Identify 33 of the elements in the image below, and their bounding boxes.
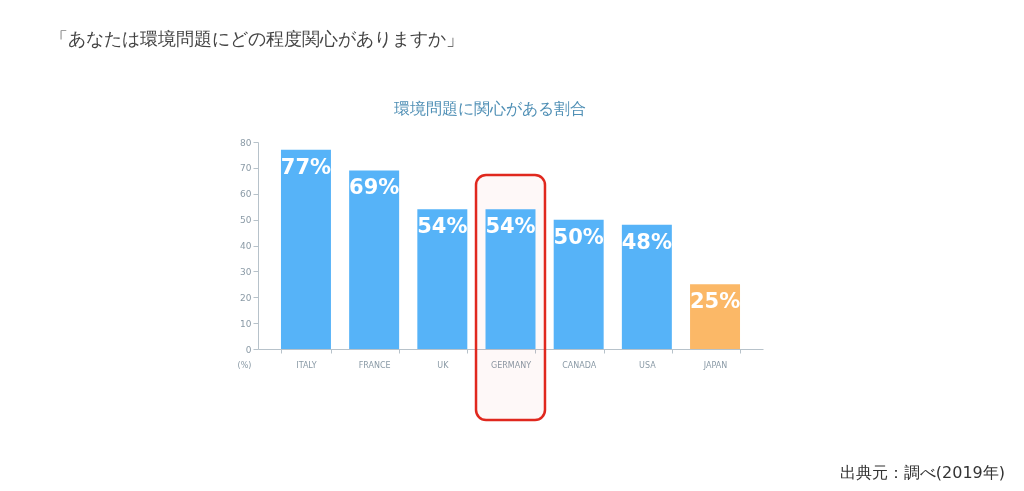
data-label: 48% (621, 229, 672, 254)
x-tick-label: CANADA (562, 360, 597, 370)
y-tick-label: 50 (240, 215, 252, 226)
x-tick-label: GERMANY (490, 360, 532, 370)
x-tick-label: ITALY (296, 360, 317, 370)
data-label: 69% (349, 175, 400, 200)
bar (417, 209, 468, 349)
x-tick-label: UK (437, 360, 450, 370)
bar (485, 209, 536, 349)
x-tick-label: JAPAN (702, 360, 728, 370)
y-tick-label: 30 (240, 266, 252, 277)
data-label: 54% (485, 214, 536, 239)
data-label: 50% (553, 224, 604, 249)
y-tick-label: 70 (240, 163, 252, 174)
y-tick-label: 40 (240, 241, 252, 251)
x-tick-label: FRANCE (358, 360, 391, 370)
y-tick-label: 80 (240, 137, 252, 148)
bar (349, 170, 400, 349)
y-tick-label: 20 (240, 292, 252, 303)
bar (621, 224, 672, 349)
bar (280, 149, 331, 349)
y-tick-label: 0 (245, 344, 252, 355)
y-axis-title: (%) (237, 360, 252, 370)
x-tick-label: USA (639, 360, 657, 370)
data-label: 25% (689, 289, 741, 314)
chart-title: 「あなたは環境問題にどの程度関心がありますか」 (50, 28, 464, 49)
data-label: 77% (280, 154, 332, 179)
y-tick-label: 60 (240, 189, 252, 200)
y-tick-label: 10 (240, 318, 252, 329)
chart-subtitle: 環境問題に関心がある割合 (394, 99, 587, 118)
bar (553, 219, 604, 349)
text: 出典元：調べ(2019年) (839, 463, 1005, 482)
data-label: 54% (417, 214, 468, 239)
